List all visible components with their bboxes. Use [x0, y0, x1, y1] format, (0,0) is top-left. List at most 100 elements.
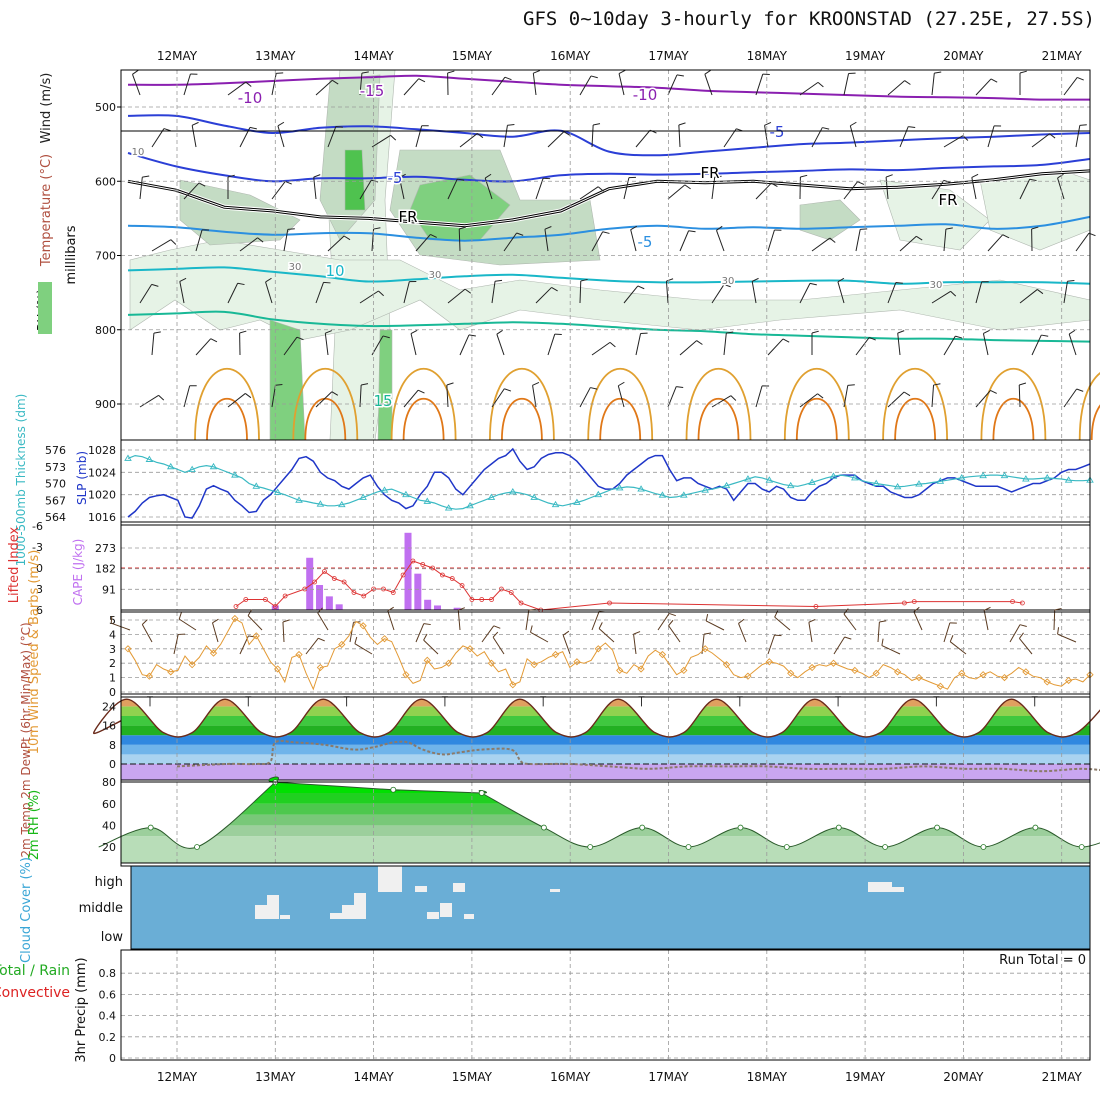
upper-wind-barb: [704, 74, 713, 96]
contour-label: -15: [360, 82, 385, 100]
wind-speed-point: [359, 622, 367, 630]
surface-wind-barb: [1053, 609, 1056, 631]
thickness-point: [231, 471, 239, 478]
rh-tick-label: 20: [102, 841, 116, 854]
upper-wind-barb-flag: [590, 75, 598, 79]
upper-wind-barb-flag: [504, 76, 512, 81]
upper-wind-barb: [843, 73, 850, 96]
upper-wind-barb-flag: [551, 287, 558, 292]
upper-wind-barb: [837, 281, 845, 304]
rh-point: [147, 824, 154, 831]
upper-wind-barb-flag: [163, 128, 171, 132]
upper-wind-barb: [371, 134, 391, 148]
upper-wind-barb: [315, 282, 324, 304]
upper-wind-barb-flag: [630, 225, 638, 231]
surface-wind-barb: [530, 631, 549, 643]
upper-wind-barb: [971, 177, 977, 200]
upper-wind-barb: [849, 125, 857, 148]
upper-wind-barb: [491, 281, 496, 304]
surface-wind-barb: [423, 639, 439, 655]
upper-wind-barb-flag: [457, 178, 465, 181]
cloud-block: [868, 882, 892, 892]
rh-point: [783, 844, 790, 850]
precip-legend-convective: Convective: [0, 985, 70, 1001]
rh-tick-label: 80: [102, 776, 116, 789]
contour-label: -5: [638, 233, 653, 251]
surface-wind-barb: [178, 618, 197, 631]
upper-wind-barb-flag: [382, 335, 390, 339]
thickness-point: [487, 493, 496, 500]
upper-wind-barb-flag: [191, 121, 199, 126]
upper-wind-barb: [617, 385, 625, 408]
temp-band: [121, 725, 1090, 736]
cloud-background: [131, 866, 1090, 949]
upper-wind-barb: [630, 229, 637, 252]
upper-wind-barb: [183, 73, 191, 96]
surface-wind-barb-flag: [141, 619, 148, 625]
date-label-top: 14MAY: [353, 49, 394, 63]
surface-wind-barb-flag: [110, 616, 113, 624]
upper-wind-barb: [547, 131, 565, 148]
rh-point: [934, 824, 940, 831]
rh-tick-label: 40: [102, 819, 116, 832]
wind-speed-point: [445, 659, 453, 667]
upper-wind-barb-flag: [1049, 133, 1056, 139]
upper-wind-barb-flag: [447, 70, 455, 74]
temp-line: [92, 698, 1100, 738]
upper-wind-barb: [623, 285, 639, 304]
wind-speed-point: [1064, 676, 1073, 685]
upper-wind-barb-flag: [885, 174, 893, 178]
upper-wind-barb-flag: [676, 386, 684, 388]
upper-wind-barb: [931, 290, 951, 304]
lifted-index-point: [351, 590, 357, 595]
upper-wind-barb-flag: [1019, 70, 1027, 74]
upper-wind-barb: [1068, 333, 1077, 356]
upper-wind-barb: [591, 231, 604, 252]
upper-wind-barb-flag: [277, 121, 285, 127]
date-label-top: 21MAY: [1042, 49, 1083, 63]
upper-wind-barb: [943, 229, 947, 252]
isotherm-line-10: [127, 310, 1091, 343]
run-total-label: Run Total = 0: [999, 953, 1086, 968]
upper-wind-barb-flag: [1068, 329, 1076, 335]
upper-wind-barb-flag: [850, 121, 857, 127]
upper-wind-barb: [711, 177, 716, 200]
precip-tick-label: 0.2: [99, 1031, 117, 1044]
date-label-top: 18MAY: [747, 49, 788, 63]
cloud-block: [267, 895, 279, 919]
wind-speed-point: [1043, 678, 1051, 686]
cloud-block: [890, 887, 904, 892]
thickness-point: [979, 471, 987, 479]
rh-shade-region: [979, 169, 1091, 251]
upper-wind-barb-flag: [990, 389, 997, 394]
cape-bar: [271, 605, 279, 610]
upper-wind-barb-flag: [484, 173, 492, 179]
upper-wind-barb: [195, 229, 203, 252]
isotherm-15-cell: [685, 367, 752, 441]
thickness-point: [658, 491, 667, 498]
upper-wind-barb-flag: [817, 393, 824, 399]
upper-wind-barb-flag: [916, 235, 923, 241]
upper-wind-barb: [1019, 179, 1031, 200]
precip-tick-label: 0: [109, 1052, 116, 1065]
wind-speed-point: [380, 635, 389, 643]
upper-wind-barb: [591, 125, 594, 148]
rh-shade-region: [879, 179, 991, 251]
upper-wind-barb-flag: [1076, 388, 1084, 392]
lifted-tick-label: -6: [32, 520, 43, 533]
upper-wind-barb-flag: [399, 173, 406, 178]
upper-wind-barb-flag: [817, 81, 824, 88]
surface-wind-barb: [525, 610, 530, 631]
lifted-index-point: [479, 597, 485, 602]
upper-wind-barb: [447, 178, 458, 200]
surface-wind-barb: [173, 634, 179, 655]
upper-wind-barb-flag: [869, 336, 876, 341]
upper-wind-barb-flag: [430, 233, 437, 238]
upper-wind-barb: [767, 229, 775, 252]
slp-axis-label: SLP (mb): [75, 451, 89, 505]
upper-wind-barb: [277, 125, 285, 148]
wind-speed-point: [658, 650, 667, 659]
cloud-level-high: high: [95, 875, 123, 890]
upper-wind-barb: [943, 335, 956, 356]
upper-wind-barb: [1031, 334, 1042, 356]
